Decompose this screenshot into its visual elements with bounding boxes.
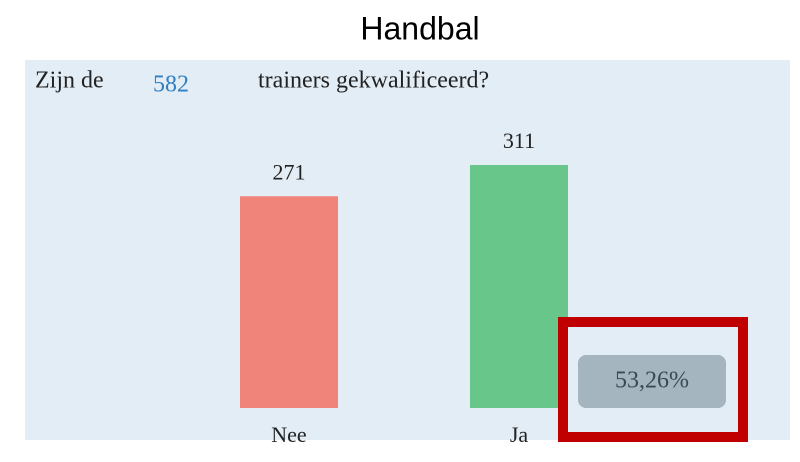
question-suffix: trainers gekwalificeerd? [258, 68, 489, 94]
question-prefix: Zijn de [35, 68, 104, 94]
highlight-box [558, 317, 748, 442]
value-label: 311 [503, 128, 535, 153]
percentage-label: 53,26% [615, 368, 689, 394]
bar [240, 196, 338, 408]
x-tick-label: Ja [510, 422, 529, 447]
question-count: 582 [153, 72, 189, 98]
value-label: 271 [273, 159, 306, 184]
x-tick-label: Nee [271, 422, 306, 447]
bar [470, 165, 568, 408]
chart-title: Handbal [360, 10, 479, 46]
percentage-badge [578, 355, 726, 408]
